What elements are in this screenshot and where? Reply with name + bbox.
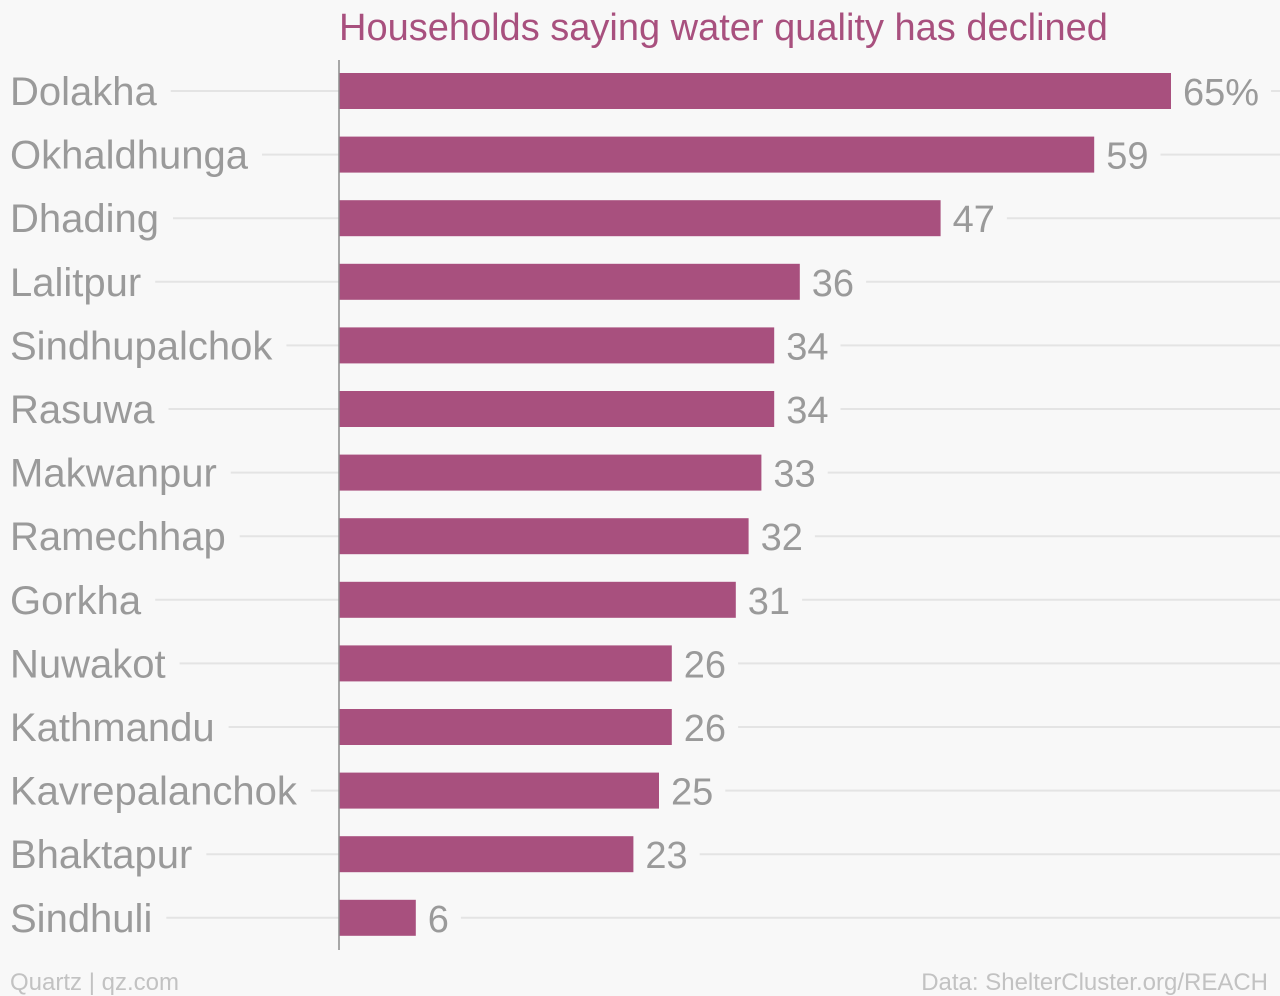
category-label: Sindhupalchok	[10, 324, 273, 368]
value-label: 31	[748, 581, 790, 623]
bar-ramechhap	[339, 518, 749, 555]
value-label: 32	[761, 517, 803, 559]
value-label: 65%	[1183, 72, 1259, 114]
category-label: Dolakha	[10, 70, 158, 114]
bar-bhaktapur	[339, 836, 634, 873]
footer-credit: Quartz | qz.com	[10, 969, 179, 996]
category-label: Makwanpur	[10, 452, 217, 496]
category-label: Bhaktapur	[10, 833, 192, 877]
footer-source: Data: ShelterCluster.org/REACH	[921, 969, 1268, 996]
category-label: Ramechhap	[10, 515, 226, 559]
category-label: Sindhuli	[10, 897, 152, 941]
value-labels: 65% 59 47 36 34 34 33 32 31 26 26 25 23 6	[428, 72, 1259, 941]
bar-gorkha	[339, 581, 736, 618]
bar-makwanpur	[339, 454, 762, 491]
value-label: 47	[953, 199, 995, 241]
bar-okhaldhunga	[339, 136, 1095, 173]
category-label: Kavrepalanchok	[10, 770, 298, 814]
category-label: Rasuwa	[10, 388, 155, 432]
bar-lalitpur	[339, 263, 800, 300]
category-label: Nuwakot	[10, 642, 166, 686]
bar-nuwakot	[339, 645, 672, 682]
value-label: 6	[428, 899, 449, 941]
bar-dolakha	[339, 73, 1171, 109]
category-label: Kathmandu	[10, 706, 215, 750]
value-label: 59	[1106, 136, 1148, 178]
bars	[339, 73, 1171, 936]
value-label: 33	[773, 454, 815, 496]
bar-sindhupalchok	[339, 327, 775, 364]
category-labels: Dolakha Okhaldhunga Dhading Lalitpur Sindhup…	[10, 70, 298, 941]
category-label: Gorkha	[10, 579, 142, 623]
gridlines	[155, 90, 1280, 919]
category-label: Lalitpur	[10, 261, 141, 305]
value-label: 25	[671, 772, 713, 814]
bar-kathmandu	[339, 709, 672, 745]
chart-title: Households saying water quality has decl…	[339, 7, 1108, 49]
value-label: 36	[812, 263, 854, 305]
value-label: 26	[684, 644, 726, 686]
bar-sindhuli	[339, 899, 416, 936]
value-label: 34	[786, 390, 828, 432]
bar-dhading	[339, 200, 941, 237]
value-label: 26	[684, 708, 726, 750]
value-label: 34	[786, 326, 828, 368]
category-label: Dhading	[10, 197, 159, 241]
value-label: 23	[645, 835, 687, 877]
category-label: Okhaldhunga	[10, 134, 249, 178]
bar-rasuwa	[339, 391, 775, 427]
bar-kavrepalanchok	[339, 772, 659, 809]
